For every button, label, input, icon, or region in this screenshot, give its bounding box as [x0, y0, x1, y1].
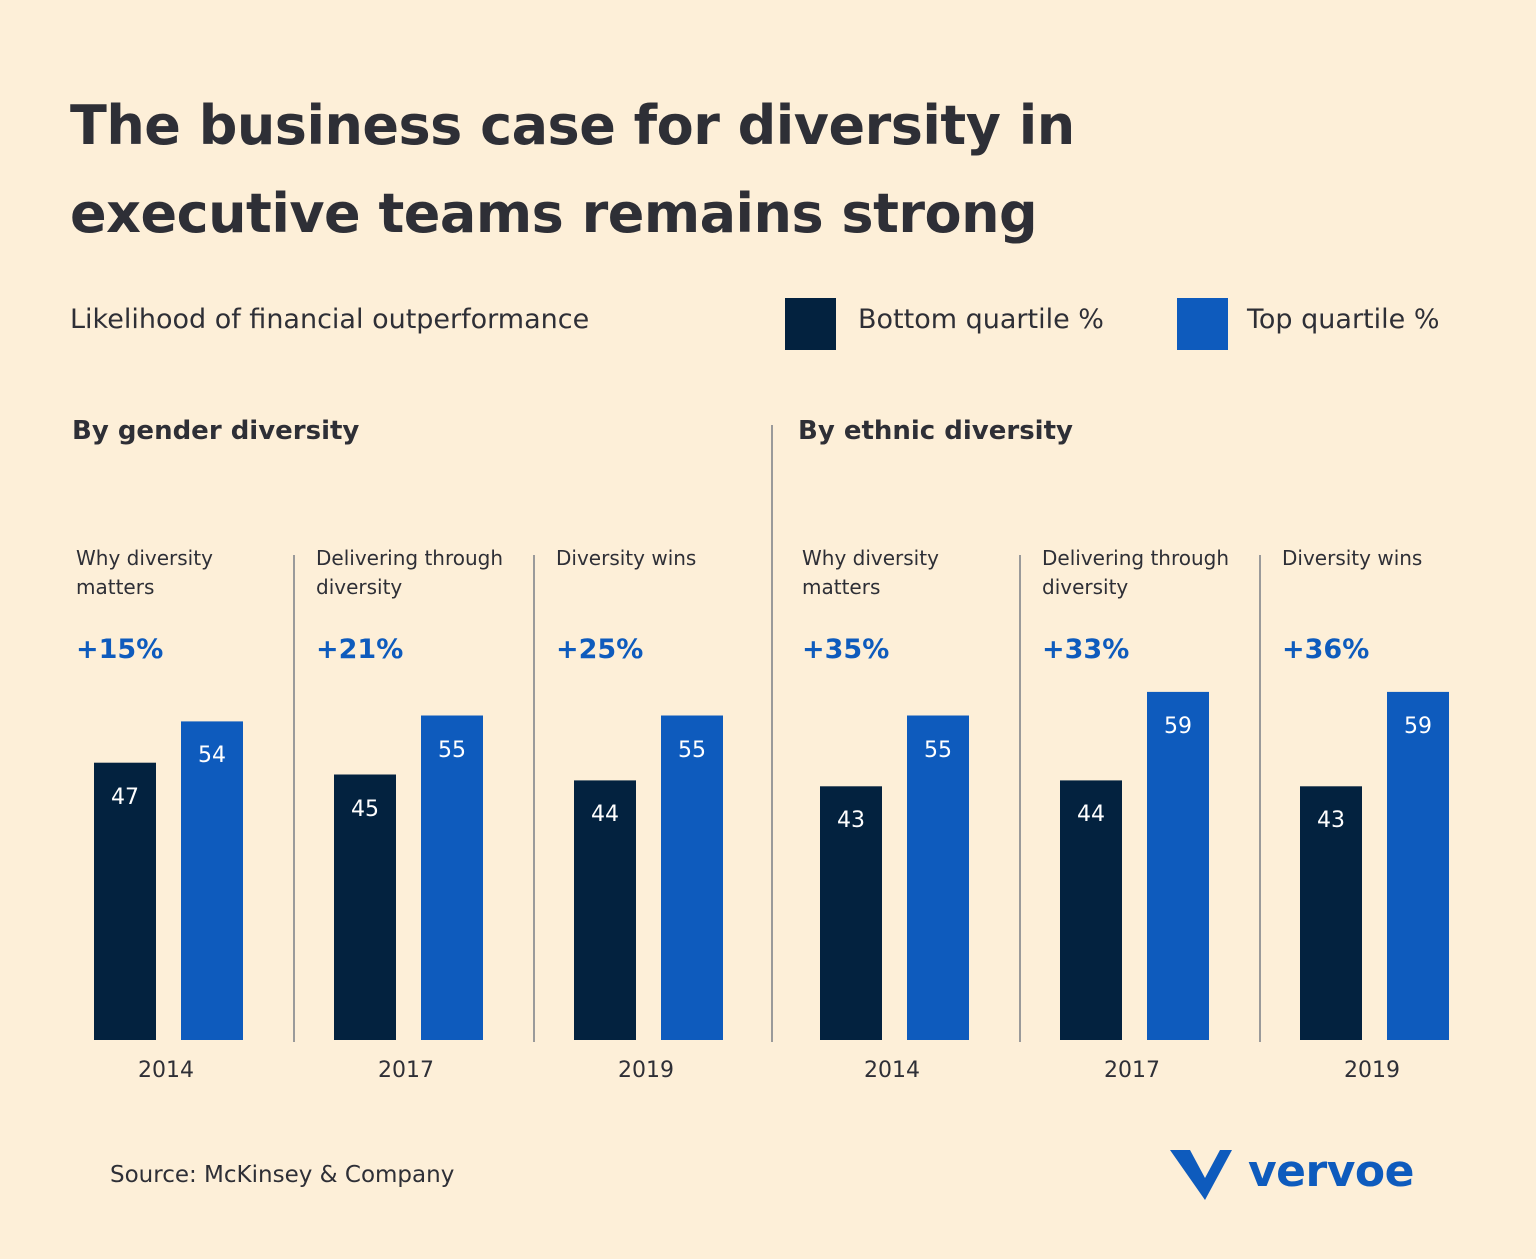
value-label: 59 [1164, 713, 1192, 739]
bar [181, 721, 243, 1040]
uplift-label: +15% [76, 634, 164, 665]
group-label: Why diversity matters [76, 546, 213, 599]
uplift-label: +21% [316, 634, 404, 665]
uplift-label: +25% [556, 634, 644, 665]
uplift-label: +35% [802, 634, 890, 665]
bar [1060, 780, 1122, 1040]
bar [94, 762, 156, 1040]
section-title: By ethnic diversity [798, 416, 1073, 446]
value-label: 55 [924, 737, 952, 763]
group-label: Why diversity matters [802, 546, 939, 599]
x-tick-label: 2017 [1104, 1058, 1160, 1083]
section-title: By gender diversity [72, 416, 360, 446]
subtitle: Likelihood of financial outperformance [70, 304, 590, 335]
logo-text: vervoe [1248, 1146, 1414, 1197]
title: The business case for diversity in execu… [70, 94, 1075, 245]
value-label: 47 [111, 784, 139, 810]
group-label: Diversity wins [1282, 546, 1423, 570]
x-tick-label: 2019 [618, 1058, 674, 1083]
x-tick-label: 2019 [1344, 1058, 1400, 1083]
bar [574, 780, 636, 1040]
x-tick-label: 2014 [864, 1058, 920, 1083]
value-label: 45 [351, 796, 379, 822]
legend-swatch [785, 298, 836, 350]
value-label: 59 [1404, 713, 1432, 739]
group-label: Diversity wins [556, 546, 697, 570]
value-label: 44 [1077, 802, 1105, 828]
bar [334, 774, 396, 1040]
bar [421, 715, 483, 1040]
x-tick-label: 2014 [138, 1058, 194, 1083]
legend-label: Top quartile % [1247, 304, 1440, 335]
source: Source: McKinsey & Company [110, 1162, 455, 1188]
legend-swatch [1177, 298, 1228, 350]
value-label: 54 [198, 743, 226, 769]
bar [1147, 691, 1209, 1040]
group-label: Delivering through diversity [1042, 546, 1230, 599]
value-label: 55 [438, 737, 466, 763]
uplift-label: +33% [1042, 634, 1130, 665]
bar [1387, 691, 1449, 1040]
value-label: 55 [678, 737, 706, 763]
value-label: 44 [591, 802, 619, 828]
bar [1300, 786, 1362, 1040]
legend-label: Bottom quartile % [858, 304, 1104, 335]
logo-icon [1170, 1150, 1232, 1200]
bar [907, 715, 969, 1040]
x-tick-label: 2017 [378, 1058, 434, 1083]
value-label: 43 [837, 808, 865, 834]
uplift-label: +36% [1282, 634, 1370, 665]
group-label: Delivering through diversity [316, 546, 504, 599]
bar [820, 786, 882, 1040]
bar [661, 715, 723, 1040]
value-label: 43 [1317, 808, 1345, 834]
